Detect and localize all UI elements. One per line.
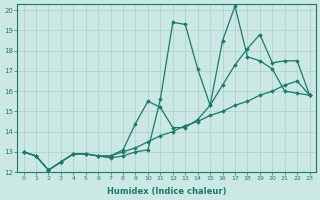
X-axis label: Humidex (Indice chaleur): Humidex (Indice chaleur) [107, 187, 226, 196]
